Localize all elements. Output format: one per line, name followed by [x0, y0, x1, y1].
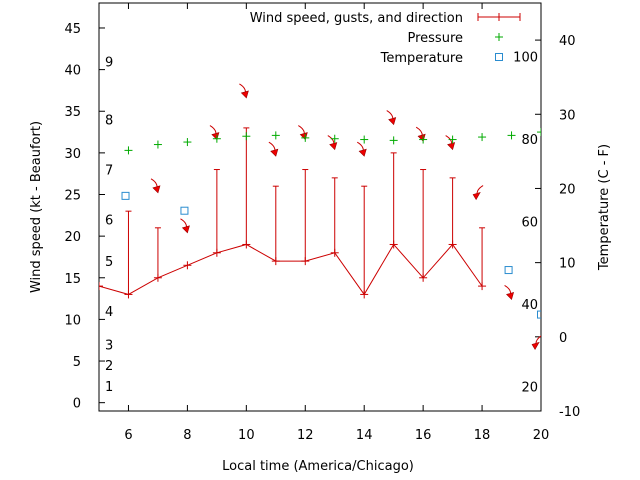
legend-label: Pressure — [407, 31, 463, 46]
wind-direction-arrowhead — [447, 142, 456, 151]
labels-layer: 6 8 10 12 14 16 18 20051015202530354045-1001020… — [64, 22, 580, 443]
beaufort-label: 9 — [105, 55, 113, 70]
series-layer — [99, 83, 541, 350]
beaufort-label: 3 — [105, 338, 113, 353]
x-tick-label: 10 — [238, 428, 255, 443]
wind-direction-arrowhead — [472, 192, 481, 201]
x-tick-label: 12 — [297, 428, 314, 443]
legend-swatch-temperature — [495, 53, 503, 61]
x-tick-label: 16 — [415, 428, 432, 443]
y-right-tick-label: 10 — [559, 257, 576, 272]
x-tick-label: 14 — [356, 428, 373, 443]
legend: Wind speed, gusts, and direction Pressure… — [250, 11, 521, 66]
wind-direction-arrowhead — [506, 291, 515, 301]
x-tick-label: 18 — [474, 428, 491, 443]
temperature-point — [537, 310, 541, 319]
x-tick-label: 6 — [124, 428, 132, 443]
y-right-tick-label: -10 — [559, 405, 580, 420]
y-left-tick-label: 40 — [64, 64, 81, 79]
y-left-tick-label: 10 — [64, 313, 81, 328]
fahrenheit-label: 100 — [513, 51, 538, 66]
legend-label: Temperature — [380, 51, 463, 66]
y-right-tick-label: 40 — [559, 34, 576, 49]
beaufort-label: 8 — [105, 114, 113, 129]
wind-direction-arrowhead — [388, 117, 397, 126]
beaufort-label: 7 — [105, 164, 113, 179]
wind-speed-line — [99, 243, 483, 296]
temperature-point — [180, 206, 189, 215]
y-left-tick-label: 5 — [73, 355, 81, 370]
y-left-tick-label: 30 — [64, 147, 81, 162]
beaufort-label: 6 — [105, 213, 113, 228]
fahrenheit-label: 60 — [521, 215, 538, 230]
wind-direction-arrowhead — [270, 148, 279, 157]
beaufort-label: 4 — [105, 305, 113, 320]
fahrenheit-label: 20 — [521, 380, 538, 395]
wind-direction-arrowhead — [181, 225, 190, 234]
wind-direction-arrowhead — [417, 133, 426, 142]
y-right-tick-label: 0 — [559, 331, 567, 346]
wind-direction-arrowhead — [240, 90, 249, 99]
axes-layer — [98, 2, 542, 412]
fahrenheit-label: 40 — [521, 298, 538, 313]
legend-label: Wind speed, gusts, and direction — [250, 11, 463, 26]
wind-direction-arrowhead — [531, 341, 540, 350]
wind-direction-arrowhead — [152, 185, 161, 194]
y-right-tick-label: 20 — [559, 182, 576, 197]
y-left-tick-label: 15 — [64, 272, 81, 287]
x-tick-label: 20 — [533, 428, 550, 443]
y-left-tick-label: 45 — [64, 22, 81, 37]
y-right-tick-label: 30 — [559, 108, 576, 123]
y-left-tick-label: 25 — [64, 189, 81, 204]
beaufort-label: 2 — [105, 359, 113, 374]
y-left-tick-label: 0 — [73, 397, 81, 412]
y-axis-label-right: Temperature (C - F) — [597, 144, 612, 271]
temperature-point — [504, 266, 513, 275]
y-axis-label-left: Wind speed (kt - Beaufort) — [29, 121, 44, 293]
plot-frame — [98, 2, 542, 412]
wind-direction-arrowhead — [358, 148, 367, 157]
beaufort-label: 5 — [105, 255, 113, 270]
wind-direction-arrowhead — [299, 132, 308, 141]
y-left-tick-label: 35 — [64, 105, 81, 120]
temperature-point — [121, 191, 130, 200]
x-axis-label: Local time (America/Chicago) — [222, 459, 414, 474]
beaufort-label: 1 — [105, 380, 113, 395]
y-left-tick-label: 20 — [64, 230, 81, 245]
x-tick-label: 8 — [183, 428, 191, 443]
wind-direction-arrowhead — [329, 142, 338, 151]
fahrenheit-label: 80 — [521, 133, 538, 148]
